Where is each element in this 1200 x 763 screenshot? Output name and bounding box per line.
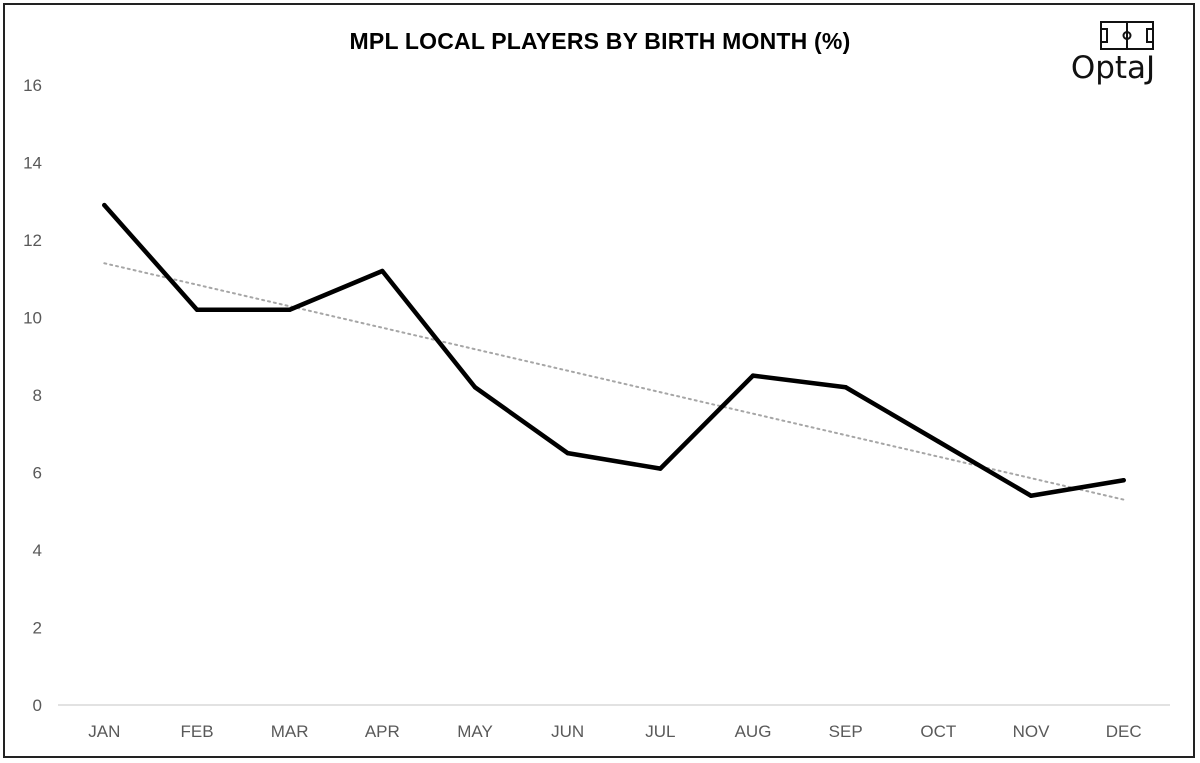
data-point (380, 268, 385, 274)
data-point (1028, 493, 1034, 498)
data-point (750, 373, 756, 378)
data-point (472, 385, 478, 390)
x-tick-label: MAY (457, 722, 493, 741)
y-tick-label: 8 (33, 386, 42, 405)
data-point (102, 202, 107, 208)
x-tick-label: AUG (735, 722, 772, 741)
trendline (103, 262, 1125, 501)
logo-text: OptaJ (1070, 50, 1156, 86)
x-tick-label: SEP (829, 722, 863, 741)
series-line (102, 202, 1126, 498)
y-tick-label: 14 (23, 154, 42, 173)
x-tick-label: JUN (551, 722, 584, 741)
x-tick-label: JUL (645, 722, 675, 741)
data-point (194, 307, 200, 312)
y-tick-label: 10 (23, 309, 42, 328)
football-pitch-icon (1100, 21, 1154, 50)
x-axis-ticks: JAN FEB MAR APR MAY JUN JUL AUG SEP OCT NOV DEC (88, 722, 1141, 741)
y-tick-label: 16 (23, 76, 42, 95)
y-tick-label: 0 (33, 696, 42, 715)
y-tick-label: 2 (33, 619, 42, 638)
chart-title: MPL LOCAL PLAYERS BY BIRTH MONTH (%) (349, 28, 851, 54)
x-tick-label: NOV (1013, 722, 1051, 741)
x-tick-label: DEC (1106, 722, 1142, 741)
data-point (565, 450, 570, 456)
data-point (658, 466, 663, 471)
y-axis-ticks: 0 2 4 6 8 10 12 14 16 (23, 76, 42, 715)
x-tick-label: APR (365, 722, 400, 741)
data-point (936, 439, 941, 444)
data-point (287, 307, 292, 312)
y-tick-label: 12 (23, 231, 42, 250)
x-tick-label: JAN (88, 722, 120, 741)
chart-frame (3, 3, 1195, 758)
x-tick-label: MAR (271, 722, 309, 741)
y-tick-label: 4 (33, 541, 42, 560)
y-tick-label: 6 (33, 464, 42, 483)
data-point (843, 385, 848, 390)
data-point (1121, 478, 1126, 483)
x-tick-label: OCT (920, 722, 956, 741)
x-tick-label: FEB (180, 722, 213, 741)
